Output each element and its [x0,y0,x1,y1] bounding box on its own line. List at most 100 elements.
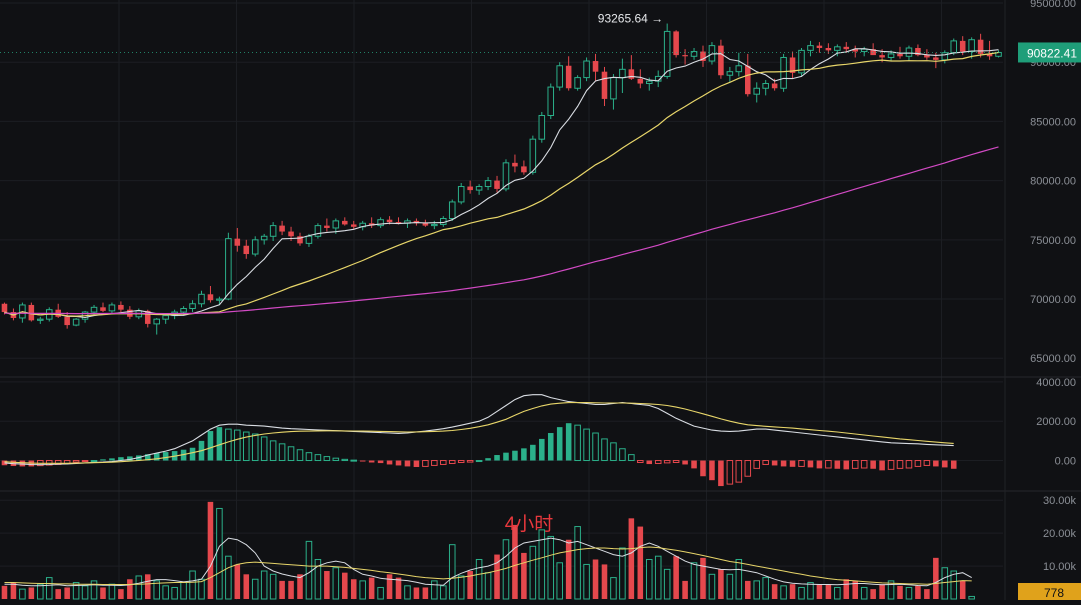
y-axes: 95000.0090000.0085000.0080000.0075000.00… [1030,0,1076,573]
candle [55,303,61,318]
candle [601,66,608,107]
volume-bar [645,558,653,600]
candle [475,184,483,195]
candle-body [144,310,151,324]
macd-histogram-bar [547,433,554,461]
price-panel[interactable] [1,23,1002,335]
candle-body [216,298,223,301]
macd-histogram-bar [619,448,626,462]
macd-histogram-bar [296,449,304,462]
candle-body [789,57,796,73]
candle [619,58,626,93]
macd-histogram-bar [843,460,850,470]
volume-bar [905,586,913,600]
candle [834,44,841,57]
candle-body [377,219,384,227]
candle-body [645,80,653,85]
candle-body [243,245,250,255]
macd-histogram-bar [72,460,80,463]
macd-dea-line [4,402,954,464]
macd-histogram-bar [709,460,715,481]
candle-body [260,235,268,241]
volume-bar [251,578,259,600]
candle-body [502,162,510,190]
candle [592,53,599,82]
candle-body [995,51,1002,57]
macd-histogram-bar [539,438,545,461]
candle-body [512,162,518,167]
candle-body [637,78,644,84]
macd-histogram-bar [278,443,286,462]
volume-bar [744,580,751,599]
candle-body [601,71,608,99]
macd-histogram-bar [234,429,241,462]
volume-bar [72,582,80,600]
macd-histogram-bar [475,460,483,463]
volume-bar [288,580,294,599]
candle-body [700,51,706,62]
candle-body [189,303,196,310]
candle [243,239,250,259]
candle [260,233,268,245]
candle-body [100,307,106,311]
volume-bar [279,580,285,599]
candle [350,220,357,230]
macd-histogram-bar [583,428,590,462]
macd-histogram-bar [153,453,160,461]
macd-histogram-bar [923,460,931,466]
macd-axis-tick-label: 2000.00 [1036,416,1076,428]
candle [494,175,500,193]
volume-bar [404,585,411,600]
last-volume-tag [1018,583,1081,601]
macd-histogram-bar [905,460,913,469]
volume-bar [897,585,903,599]
volume-bar [547,535,555,600]
candle-body [108,304,116,312]
price-axis-tick-label: 70000.00 [1030,294,1076,306]
volume-panel[interactable] [1,501,975,600]
volume-bar [413,587,420,599]
candle-body [475,186,483,191]
macd-histogram-bar [225,428,232,462]
candle-body [565,65,572,89]
candle-body [843,46,850,50]
candle [342,217,348,226]
high-price-annotation: 93265.64 → [598,12,663,26]
candle-body [977,39,984,54]
macd-panel[interactable] [1,394,957,487]
candle-body [72,318,80,326]
candle [198,290,205,308]
candle-body [198,293,205,305]
candle-body [314,225,322,237]
volume-bar [673,556,679,599]
candle [718,39,724,79]
volume-bar [521,552,527,599]
candle [521,160,527,175]
candle-body [959,40,966,52]
volume-bar [825,584,832,599]
candle-body [422,223,429,226]
macd-histogram-bar [269,440,277,462]
price-axis-tick-label: 75000.00 [1030,235,1076,247]
macd-histogram-bar [144,454,151,461]
volume-bar [189,570,196,600]
volume-bar [556,562,563,600]
candle [690,47,698,60]
macd-histogram-bar [323,456,331,462]
macd-histogram-bar [109,458,115,461]
candle [700,45,706,67]
volume-bar [654,555,662,600]
volume-bar [359,580,366,600]
candle-body [395,222,402,224]
candle-body [744,65,751,95]
candle-body [64,316,70,326]
candle [968,37,975,59]
volume-bar [305,540,313,600]
volume-bar [663,568,671,600]
volume-bar [933,557,939,599]
candle-body [592,61,599,72]
volume-bar [332,567,340,600]
volume-bar [180,582,187,600]
